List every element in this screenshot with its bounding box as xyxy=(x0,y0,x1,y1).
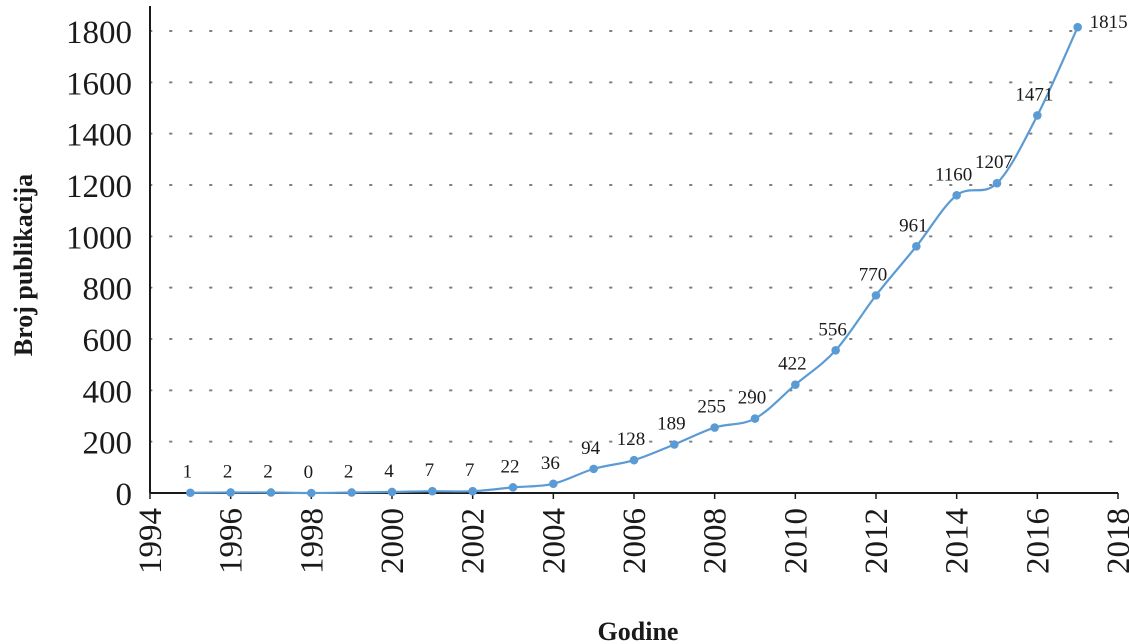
data-point-2017 xyxy=(1073,22,1082,32)
x-tick-label-6: 2006 xyxy=(617,508,653,574)
data-label-2000: 4 xyxy=(384,461,394,482)
data-label-2010: 422 xyxy=(778,354,807,375)
data-point-1998 xyxy=(307,488,316,498)
data-label-2013: 961 xyxy=(899,215,928,236)
x-axis-title: Godine xyxy=(598,617,679,644)
data-label-1997: 2 xyxy=(263,461,273,482)
x-tick-label-5: 2004 xyxy=(536,508,572,574)
data-label-2011: 556 xyxy=(818,319,847,340)
y-tick-label-2: 400 xyxy=(83,374,133,410)
data-label-2001: 7 xyxy=(425,460,435,481)
data-label-1999: 2 xyxy=(344,461,354,482)
data-label-1996: 2 xyxy=(223,461,233,482)
data-point-2009 xyxy=(750,414,760,423)
grid-layer xyxy=(149,30,1119,443)
x-tick-label-7: 2008 xyxy=(698,508,734,574)
data-point-2014 xyxy=(952,190,961,200)
data-label-2012: 770 xyxy=(859,264,888,285)
data-label-2003: 22 xyxy=(501,456,520,477)
data-label-2002: 7 xyxy=(465,460,475,481)
x-tick-label-12: 2018 xyxy=(1101,508,1129,574)
data-point-2004 xyxy=(549,479,558,489)
data-point-2012 xyxy=(871,291,881,300)
data-point-2001 xyxy=(428,486,437,496)
y-tick-label-4: 800 xyxy=(83,272,133,308)
data-point-1997 xyxy=(266,488,276,497)
x-tick-label-3: 2000 xyxy=(375,508,411,574)
x-tick-label-9: 2012 xyxy=(859,508,895,574)
data-label-2004: 36 xyxy=(541,453,560,474)
data-point-2008 xyxy=(710,423,719,432)
series-line-0 xyxy=(190,26,1079,495)
x-tick-label-4: 2002 xyxy=(456,508,492,574)
data-point-2013 xyxy=(912,242,921,251)
data-point-2010 xyxy=(791,380,800,389)
data-point-1995 xyxy=(186,488,195,498)
data-point-2005 xyxy=(589,464,598,474)
data-point-2015 xyxy=(992,178,1002,188)
data-label-2008: 255 xyxy=(697,397,726,418)
x-tick-label-8: 2010 xyxy=(778,508,814,574)
data-label-2009: 290 xyxy=(738,388,767,409)
data-label-2015: 1207 xyxy=(975,152,1013,173)
data-label-1995: 1 xyxy=(183,462,193,483)
axis-layer: 0 200 400 600 800 1000 1200 1400 1600 1800 1994 199… xyxy=(66,6,1129,574)
data-point-1999 xyxy=(347,488,356,497)
y-tick-label-5: 1000 xyxy=(66,220,132,256)
data-point-2000 xyxy=(387,487,397,497)
data-label-1998: 0 xyxy=(304,462,314,483)
data-point-1996 xyxy=(226,488,235,497)
y-tick-label-9: 1800 xyxy=(66,15,132,51)
y-tick-label-6: 1200 xyxy=(66,169,132,205)
x-tick-label-1: 1996 xyxy=(214,508,250,574)
y-tick-label-7: 1400 xyxy=(66,118,132,154)
y-tick-label-0: 0 xyxy=(116,477,133,513)
data-point-2016 xyxy=(1033,111,1042,120)
series-layer xyxy=(186,22,1082,498)
y-tick-label-1: 200 xyxy=(83,426,133,462)
y-tick-label-3: 600 xyxy=(83,323,133,359)
x-tick-label-10: 2014 xyxy=(940,508,976,574)
data-label-2017: 1815 xyxy=(1090,12,1128,33)
data-point-2003 xyxy=(508,483,518,492)
data-point-2006 xyxy=(629,455,639,465)
data-label-2007: 189 xyxy=(657,413,686,434)
data-point-2002 xyxy=(468,486,477,496)
data-label-2005: 94 xyxy=(581,438,601,459)
x-tick-label-2: 1998 xyxy=(294,508,330,574)
x-tick-label-0: 1994 xyxy=(133,508,169,574)
y-axis-title: Broj publikacija xyxy=(9,174,38,356)
data-point-2011 xyxy=(831,345,840,355)
data-label-2006: 128 xyxy=(617,429,646,450)
data-label-2014: 1160 xyxy=(935,164,972,185)
x-tick-label-11: 2016 xyxy=(1020,508,1056,574)
data-label-2016: 1471 xyxy=(1015,84,1053,105)
y-tick-label-8: 1600 xyxy=(66,66,132,102)
data-point-2007 xyxy=(670,440,679,449)
